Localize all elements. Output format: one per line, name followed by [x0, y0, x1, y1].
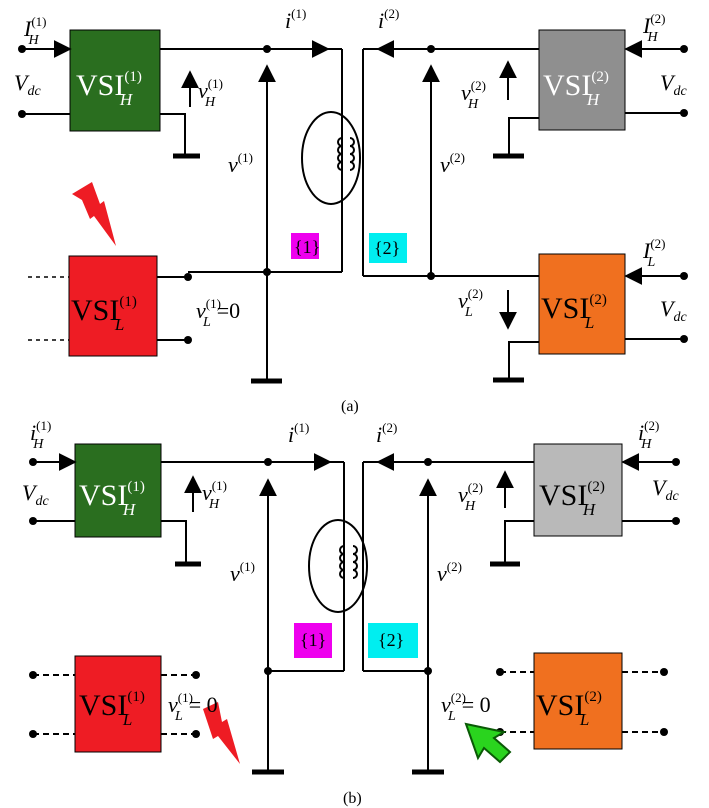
vl2-label-a: v(2) L — [458, 286, 483, 320]
input-h2-label-b: i(2) H — [638, 418, 659, 452]
tag-1-label-a: {1} — [294, 237, 320, 257]
v1-label-b: v(1) — [230, 559, 255, 586]
vl2-label-b: v(2) L = 0 — [441, 690, 491, 724]
vsi-l2-label-a: VSI(2) L — [541, 292, 607, 332]
v2-label-b: v(2) — [437, 559, 462, 586]
vl1-label-a: v(1) L =0 — [196, 296, 240, 330]
v2-label-a: v(2) — [440, 150, 465, 177]
input-h2-label-a: I(2) H — [642, 11, 666, 45]
current-i1-label-b: i(1) — [288, 420, 309, 447]
transformer-b — [308, 519, 368, 613]
vsi-l2-block-a — [538, 253, 626, 355]
v1-label-a: v(1) — [228, 150, 253, 177]
tag-2-label-b: {2} — [378, 630, 404, 650]
vdc-right-label-a: Vdc — [660, 70, 687, 99]
tag-2-a — [369, 233, 407, 263]
current-i2-label-a: i(2) — [378, 6, 399, 33]
vsi-h1-block-b — [74, 443, 162, 538]
vsi-h2-block-b — [533, 443, 623, 537]
tag-2-b — [368, 623, 418, 658]
green-arrow-icon-b — [464, 722, 512, 764]
current-i2-label-b: i(2) — [376, 420, 397, 447]
input-l2-label-a: I(2) L — [642, 236, 666, 270]
vsi-h1-label-b: VSI(1) H — [79, 479, 145, 519]
vsi-h2-block-a — [538, 29, 626, 131]
vdc-left-label-a: Vdc — [14, 70, 41, 99]
vsi-l1-block-b — [74, 655, 162, 753]
tag-2-label-a: {2} — [374, 238, 400, 258]
vh2-label-b: v(2) H — [458, 480, 483, 514]
vsi-l2-label-b: VSI(2) L — [536, 689, 602, 729]
vsi-l1-block-a — [68, 255, 158, 357]
vh1-label-b: v(1) H — [202, 478, 227, 512]
vh1-label-a: v(1) H — [198, 76, 223, 110]
caption-b: (b) — [343, 790, 362, 807]
input-h1-label-a: I(1) H — [23, 14, 47, 48]
input-h1-label-b: i(1) H — [30, 418, 51, 452]
vh2-label-a: v(2) H — [461, 78, 486, 112]
panel-b: VSI(1) H i(1) H Vdc i(1) v(1) H v(1) {1} i(… — [22, 418, 680, 807]
vsi-l2-block-b — [533, 652, 623, 750]
node-top-left-a — [263, 45, 271, 53]
tag-1-label-b: {1} — [300, 630, 326, 650]
vl1-label-b: v(1) L = 0 — [168, 690, 218, 724]
vsi-l1-label-a: VSI(1) L — [71, 294, 137, 334]
vsi-h1-label-a: VSI(1) H — [76, 69, 142, 109]
vdc-right-label-b: Vdc — [652, 475, 679, 504]
current-i1-label-a: i(1) — [285, 6, 306, 33]
panel-a: VSI(1) H I(1) H Vdc i(1) v(1) H v(1) {1} — [14, 6, 688, 415]
transformer-a — [301, 111, 361, 205]
fault-lightning-icon-a — [72, 182, 116, 246]
vdc-left-label-b: Vdc — [22, 480, 49, 509]
vsi-l1-label-b: VSI(1) L — [79, 689, 145, 729]
vsi-h2-label-a: VSI(2) H — [543, 69, 609, 109]
vsi-h2-label-b: VSI(2) H — [539, 479, 605, 519]
tag-1-b — [294, 623, 332, 658]
fault-lightning-icon-b — [203, 702, 240, 764]
vsi-h1-block-a — [69, 29, 161, 132]
tag-1-a — [291, 233, 319, 259]
vdc-right-label-a2: Vdc — [660, 296, 687, 325]
caption-a: (a) — [341, 398, 359, 415]
